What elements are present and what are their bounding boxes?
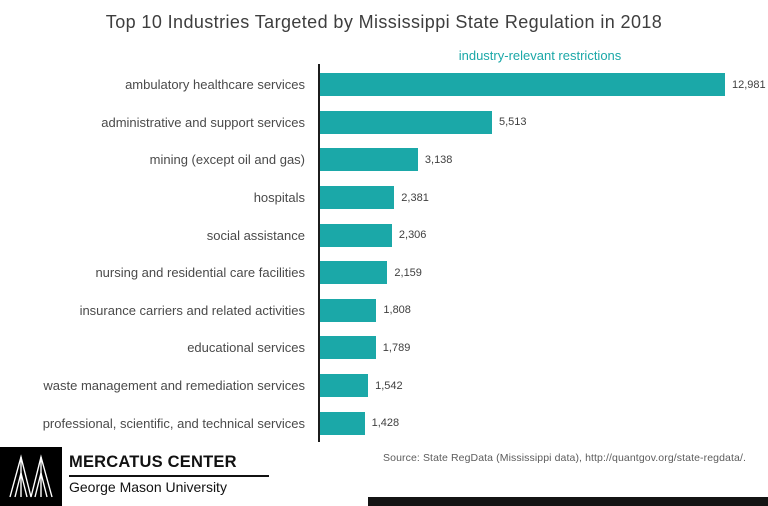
mercatus-logo-icon bbox=[9, 453, 53, 497]
footer-org-name: MERCATUS CENTER bbox=[69, 453, 237, 471]
bar bbox=[320, 110, 492, 134]
chart-row: social assistance 2,306 bbox=[0, 216, 768, 254]
bar bbox=[320, 411, 365, 435]
category-label: social assistance bbox=[206, 227, 305, 243]
category-label: hospitals bbox=[253, 190, 305, 206]
bar bbox=[320, 261, 388, 285]
chart-title: Top 10 Industries Targeted by Mississipp… bbox=[105, 12, 663, 32]
chart-row: waste management and remediation service… bbox=[0, 367, 768, 405]
value-label: 5,513 bbox=[499, 116, 527, 129]
bar-zone: 1,428 bbox=[318, 411, 768, 435]
chart-rows: ambulatory healthcare services 12,981 admi… bbox=[0, 66, 768, 442]
axis-title: industry-relevant restrictions bbox=[458, 48, 622, 63]
y-axis-line bbox=[318, 64, 320, 442]
category-label: professional, scientific, and technical … bbox=[42, 415, 305, 431]
bar bbox=[320, 223, 392, 247]
category-label: educational services bbox=[187, 340, 305, 356]
category-label: nursing and residential care facilities bbox=[95, 265, 305, 281]
bar bbox=[320, 374, 369, 398]
bar-zone: 1,542 bbox=[318, 374, 768, 398]
footer-text: MERCATUS CENTER George Mason University bbox=[62, 447, 269, 506]
value-label: 2,159 bbox=[394, 266, 422, 279]
category-label: waste management and remediation service… bbox=[43, 378, 305, 394]
bar bbox=[320, 73, 725, 97]
bar bbox=[320, 298, 377, 322]
bar bbox=[320, 186, 395, 210]
category-label: ambulatory healthcare services bbox=[125, 77, 305, 93]
bottom-bar bbox=[368, 497, 768, 506]
value-label: 1,789 bbox=[382, 341, 411, 354]
chart-row: nursing and residential care facilities 2… bbox=[0, 254, 768, 292]
category-label: insurance carriers and related activitie… bbox=[79, 302, 305, 318]
footer-university: George Mason University bbox=[69, 478, 227, 495]
chart-row: administrative and support services 5,513 bbox=[0, 104, 768, 142]
bar-zone: 12,981 bbox=[318, 73, 768, 97]
bar-zone: 2,159 bbox=[318, 261, 768, 285]
bar bbox=[320, 336, 376, 360]
bar bbox=[320, 148, 418, 172]
category-label: administrative and support services bbox=[101, 114, 305, 130]
value-label: 2,381 bbox=[401, 191, 429, 204]
chart-row: mining (except oil and gas) 3,138 bbox=[0, 141, 768, 179]
bar-zone: 1,789 bbox=[318, 336, 768, 360]
bar-zone: 3,138 bbox=[318, 148, 768, 172]
mercatus-logo bbox=[0, 447, 62, 506]
footer-divider bbox=[69, 475, 269, 477]
source-note: Source: State RegData (Mississippi data)… bbox=[383, 452, 746, 464]
value-label: 12,981 bbox=[732, 78, 766, 91]
chart-row: insurance carriers and related activitie… bbox=[0, 292, 768, 330]
bar-zone: 1,808 bbox=[318, 298, 768, 322]
bar-zone: 2,306 bbox=[318, 223, 768, 247]
value-label: 3,138 bbox=[424, 153, 453, 166]
category-label: mining (except oil and gas) bbox=[149, 152, 305, 168]
footer: MERCATUS CENTER George Mason University bbox=[0, 447, 269, 506]
chart-row: ambulatory healthcare services 12,981 bbox=[0, 66, 768, 104]
value-label: 2,306 bbox=[398, 229, 427, 242]
chart-row: professional, scientific, and technical … bbox=[0, 404, 768, 442]
chart-row: educational services 1,789 bbox=[0, 329, 768, 367]
chart-row: hospitals 2,381 bbox=[0, 179, 768, 217]
bar-zone: 5,513 bbox=[318, 110, 768, 134]
value-label: 1,542 bbox=[375, 379, 403, 392]
bar-zone: 2,381 bbox=[318, 186, 768, 210]
value-label: 1,428 bbox=[371, 417, 400, 430]
value-label: 1,808 bbox=[383, 304, 411, 317]
